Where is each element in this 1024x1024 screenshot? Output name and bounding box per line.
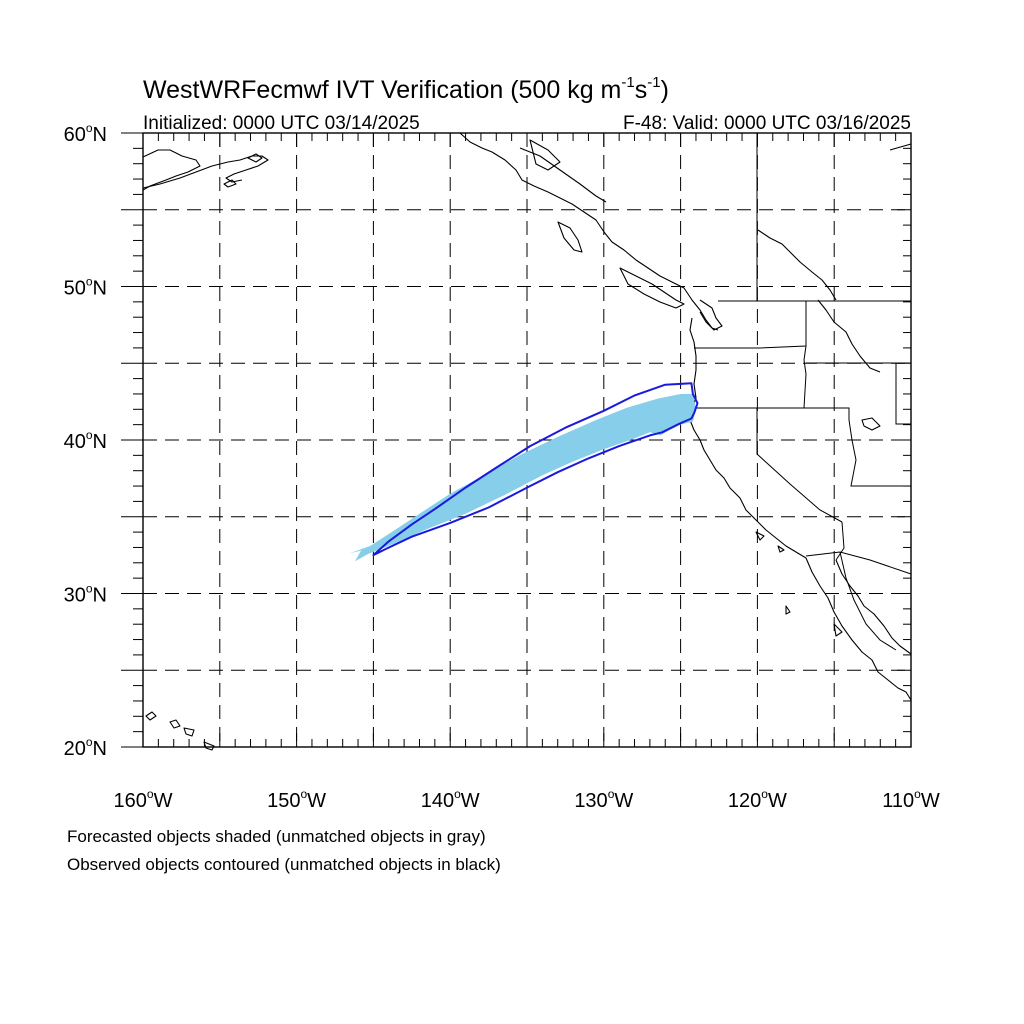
observed-object-contour [372,382,699,557]
forecast-object-shaded [348,394,696,562]
x-tick-labels: 160oW 150oW 140oW 130oW 120oW 110oW [114,787,940,812]
y-tick-label: 60oN [64,121,107,146]
y-tick-label: 50oN [64,275,107,300]
y-tick-label: 40oN [64,428,107,453]
y-tick-labels: 60oN 50oN 40oN 30oN 20oN [64,121,107,760]
x-tick-label: 150oW [267,787,326,812]
minor-ticks [121,132,912,748]
init-time-label: Initialized: 0000 UTC 03/14/2025 [143,113,420,134]
map-area [121,132,912,751]
coastlines [142,132,912,751]
x-tick-label: 160oW [114,787,173,812]
lat-lon-grid [143,133,911,747]
valid-time-label: F-48: Valid: 0000 UTC 03/16/2025 [623,113,911,134]
x-tick-label: 110oW [882,787,940,812]
x-tick-label: 120oW [728,787,787,812]
political-borders [694,133,912,651]
x-tick-label: 130oW [574,787,633,812]
footnote-forecast: Forecasted objects shaded (unmatched obj… [67,827,486,846]
y-tick-label: 30oN [64,582,107,607]
y-tick-label: 20oN [64,735,107,760]
plot-title: WestWRFecmwf IVT Verification (500 kg m-… [143,74,669,104]
footnote-observed: Observed objects contoured (unmatched ob… [67,855,501,874]
x-tick-label: 140oW [421,787,480,812]
